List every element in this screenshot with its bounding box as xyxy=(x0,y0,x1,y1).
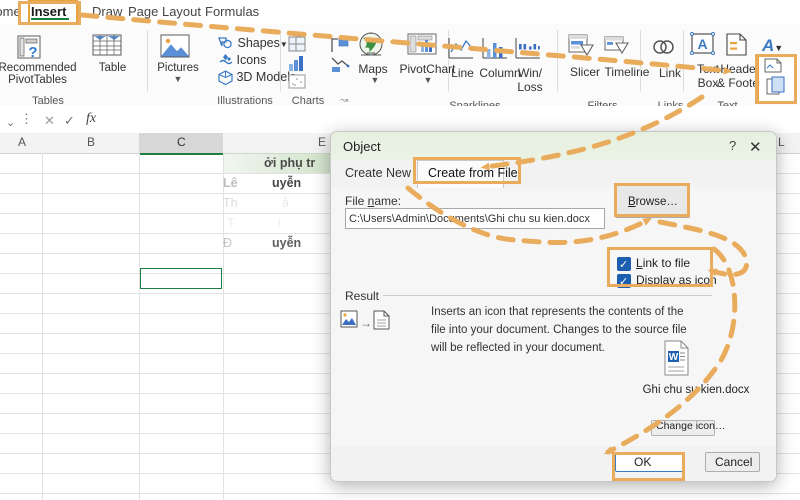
svg-text:A: A xyxy=(697,36,707,52)
svg-text:?: ? xyxy=(28,44,37,61)
svg-text:W: W xyxy=(669,352,679,363)
